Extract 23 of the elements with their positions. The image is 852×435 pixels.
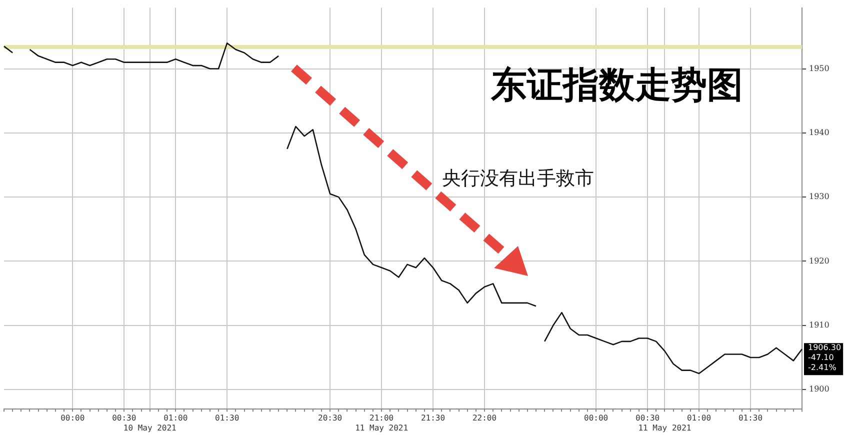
text: 1906.30 -47.10 -2.41% <box>808 343 842 372</box>
x-tick-label: 21:00 11 May 2021 <box>355 414 408 432</box>
x-tick-label: 01:00 <box>686 414 712 423</box>
x-tick-label: 00:00 <box>584 414 608 423</box>
x-tick-label: 10 May 2021 <box>123 423 177 432</box>
y-tick-label: 1920 <box>809 256 830 266</box>
y-tick-label: 1950 <box>809 64 830 73</box>
x-tick-label: 01:30 <box>738 414 763 423</box>
x-tick-label: 01:30 <box>215 414 240 423</box>
x-tick-label: 01:00 <box>164 414 188 423</box>
x-tick-label: 00:30 <box>112 414 136 423</box>
y-tick-label: 1900 <box>809 384 830 394</box>
y-tick-label: 1940 <box>809 128 830 137</box>
x-tick-label: 11 May 2021 <box>638 423 692 432</box>
x-tick-label: 00:00 <box>60 414 85 423</box>
text: 东证指数走势图 <box>490 65 743 106</box>
x-tick-label: 20:30 <box>318 414 342 423</box>
y-tick-label: 1930 <box>809 192 830 202</box>
annotation: 央行没有出手救市 <box>442 168 594 190</box>
x-tick-label: 00:30 <box>636 414 660 423</box>
x-tick-label: 22:00 <box>472 414 497 423</box>
y-tick-label: 1910 <box>809 320 830 330</box>
x-tick-label: 21:30 <box>420 414 446 423</box>
